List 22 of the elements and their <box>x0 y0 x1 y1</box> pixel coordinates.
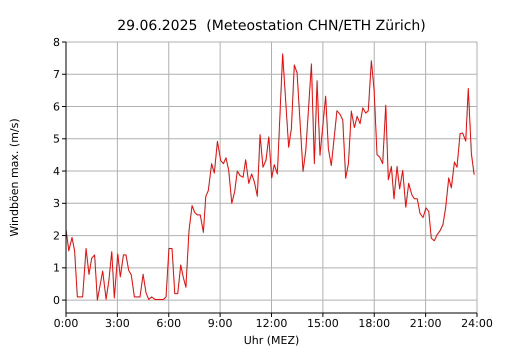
x-tick-label: 18:00 <box>358 316 390 330</box>
y-tick-label: 1 <box>53 262 60 275</box>
y-tick-label: 4 <box>53 164 60 178</box>
y-tick-label: 5 <box>53 132 60 146</box>
y-tick-label: 8 <box>53 36 60 49</box>
y-tick-label: 3 <box>53 197 60 210</box>
x-tick-label: 21:00 <box>410 316 442 330</box>
x-axis-title: Uhr (MEZ) <box>244 334 300 347</box>
y-tick-label: 6 <box>53 100 60 114</box>
y-tick-label: 7 <box>53 68 60 82</box>
chart-title: 29.06.2025 (Meteostation CHN/ETH Zürich) <box>116 18 427 34</box>
x-tick-label: 3:00 <box>105 316 130 330</box>
y-tick-label: 0 <box>53 294 60 307</box>
x-tick-label: 15:00 <box>307 316 339 330</box>
y-axis-title: Windböen max. (m/s) <box>8 118 21 237</box>
y-tick-label: 2 <box>53 229 60 242</box>
x-tick-label: 24:00 <box>461 316 493 330</box>
x-tick-label: 9:00 <box>208 316 232 330</box>
x-tick-label: 12:00 <box>256 316 288 330</box>
x-tick-label: 0:00 <box>54 316 78 330</box>
line-series <box>66 53 475 301</box>
x-tick-label: 6:00 <box>156 316 182 330</box>
